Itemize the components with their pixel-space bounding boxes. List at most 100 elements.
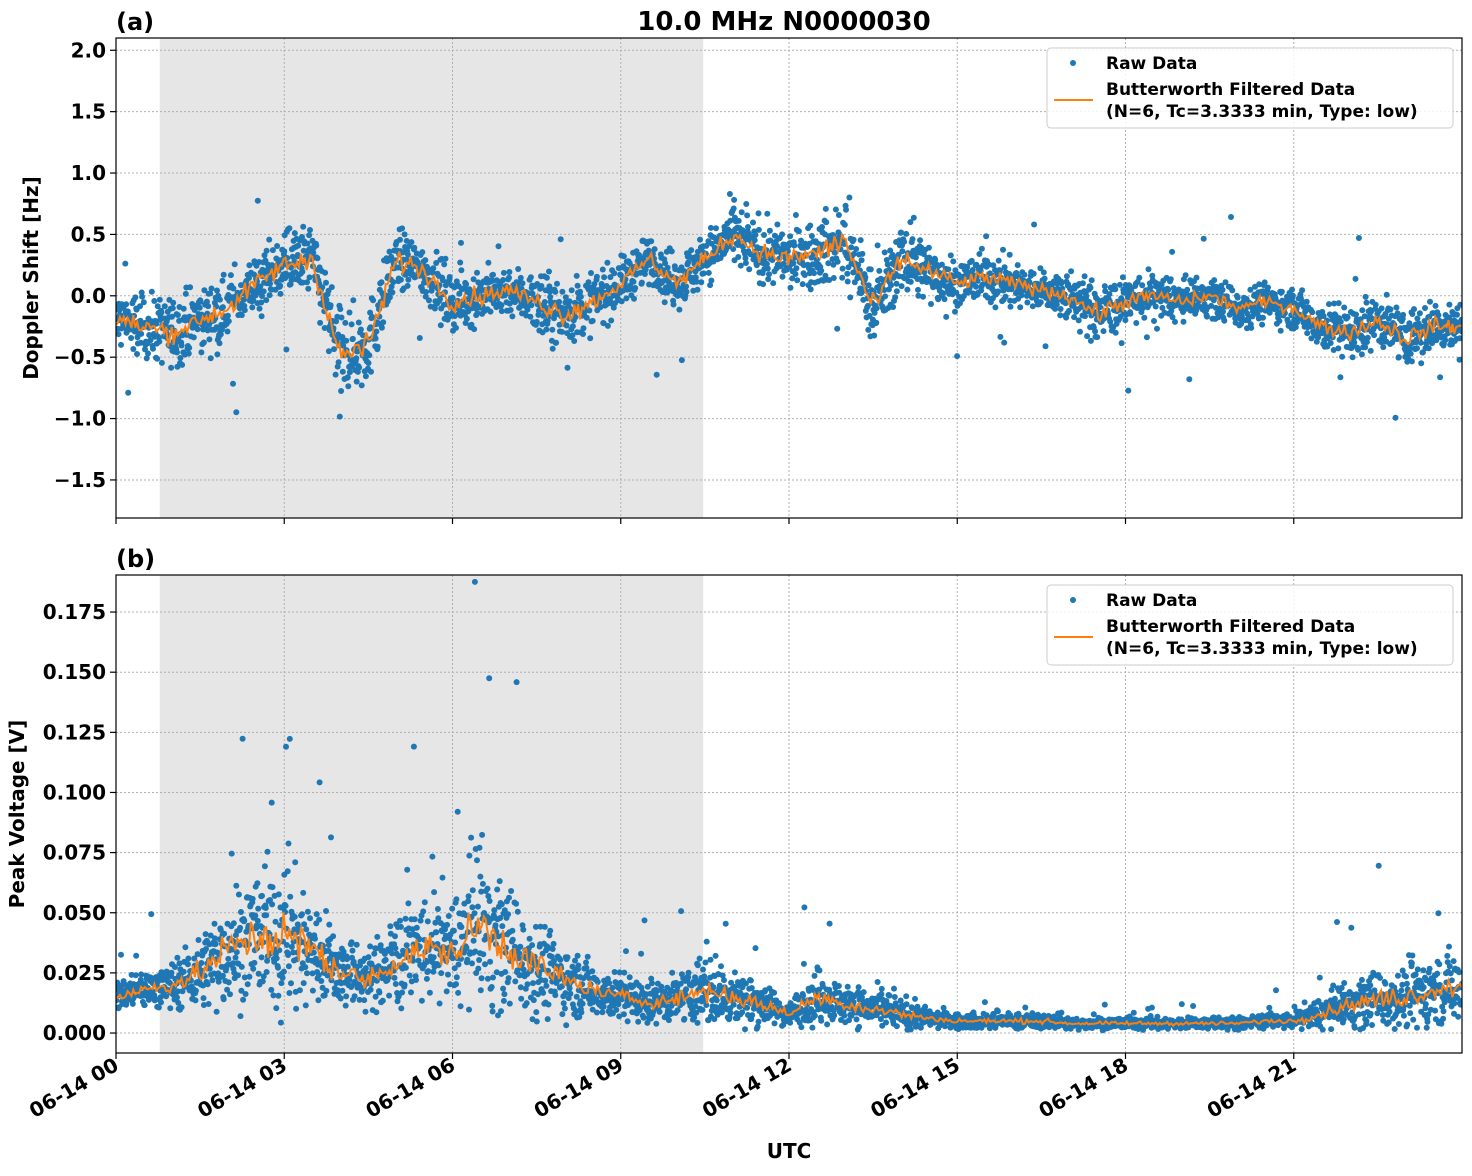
raw-point [1422, 305, 1428, 311]
raw-point [316, 972, 322, 978]
raw-point [1248, 325, 1254, 331]
raw-point [353, 355, 359, 361]
raw-point [343, 993, 349, 999]
raw-point [387, 923, 393, 929]
raw-point [531, 997, 537, 1003]
raw-point [882, 293, 888, 299]
raw-point [727, 191, 733, 197]
raw-point [431, 889, 437, 895]
raw-point [774, 222, 780, 228]
raw-point [288, 980, 294, 986]
raw-point [1084, 333, 1090, 339]
raw-point [209, 977, 215, 983]
raw-point [558, 236, 564, 242]
raw-point [1204, 314, 1210, 320]
raw-point [157, 297, 163, 303]
raw-point [520, 280, 526, 286]
raw-point [853, 246, 859, 252]
raw-point [1119, 340, 1125, 346]
raw-point [259, 893, 265, 899]
raw-point [528, 302, 534, 308]
raw-point [945, 266, 951, 272]
raw-point [1260, 315, 1266, 321]
raw-point [307, 915, 313, 921]
raw-point [842, 222, 848, 228]
raw-point [186, 345, 192, 351]
raw-point [392, 945, 398, 951]
raw-point [286, 225, 292, 231]
raw-point [1221, 318, 1227, 324]
raw-point [728, 1010, 734, 1016]
raw-point [141, 299, 147, 305]
raw-point [791, 243, 797, 249]
raw-point [1359, 307, 1365, 313]
raw-point [658, 984, 664, 990]
raw-point [250, 896, 256, 902]
raw-point [328, 834, 334, 840]
raw-point [706, 270, 712, 276]
raw-point [170, 300, 176, 306]
raw-point [542, 924, 548, 930]
raw-point [263, 297, 269, 303]
raw-point [552, 289, 558, 295]
raw-point [323, 908, 329, 914]
raw-point [444, 988, 450, 994]
raw-point [297, 987, 303, 993]
y-tick-label: 1.0 [71, 161, 106, 185]
raw-point [831, 1012, 837, 1018]
raw-point [788, 285, 794, 291]
raw-point [322, 270, 328, 276]
raw-point [899, 283, 905, 289]
raw-point [287, 736, 293, 742]
raw-point [446, 913, 452, 919]
raw-point [835, 259, 841, 265]
raw-point [227, 991, 233, 997]
raw-point [760, 281, 766, 287]
raw-point [1125, 388, 1131, 394]
raw-point [823, 219, 829, 225]
raw-point [793, 265, 799, 271]
raw-point [193, 997, 199, 1003]
raw-point [233, 883, 239, 889]
raw-point [452, 940, 458, 946]
raw-point [594, 274, 600, 280]
raw-point [764, 211, 770, 217]
raw-point [243, 991, 249, 997]
raw-point [315, 997, 321, 1003]
raw-point [326, 922, 332, 928]
raw-point [858, 237, 864, 243]
raw-point [198, 349, 204, 355]
raw-point [649, 980, 655, 986]
raw-point [766, 271, 772, 277]
raw-point [1094, 334, 1100, 340]
raw-point [1021, 272, 1027, 278]
raw-point [1414, 345, 1420, 351]
raw-point [254, 880, 260, 886]
raw-point [1388, 306, 1394, 312]
raw-point [214, 1009, 220, 1015]
raw-point [586, 279, 592, 285]
raw-point [458, 240, 464, 246]
raw-point [708, 957, 714, 963]
raw-point [226, 318, 232, 324]
raw-point [874, 305, 880, 311]
raw-point [942, 296, 948, 302]
raw-point [469, 904, 475, 910]
raw-point [641, 1015, 647, 1021]
raw-point [474, 270, 480, 276]
raw-point [403, 965, 409, 971]
raw-point [133, 953, 139, 959]
raw-point [197, 305, 203, 311]
raw-point [845, 279, 851, 285]
raw-point [1000, 247, 1006, 253]
raw-point [1426, 345, 1432, 351]
raw-point [236, 892, 242, 898]
raw-point [306, 232, 312, 238]
raw-point [182, 944, 188, 950]
raw-point [1353, 276, 1359, 282]
raw-point [471, 938, 477, 944]
raw-point [486, 675, 492, 681]
raw-point [213, 941, 219, 947]
raw-point [559, 289, 565, 295]
raw-point [996, 258, 1002, 264]
